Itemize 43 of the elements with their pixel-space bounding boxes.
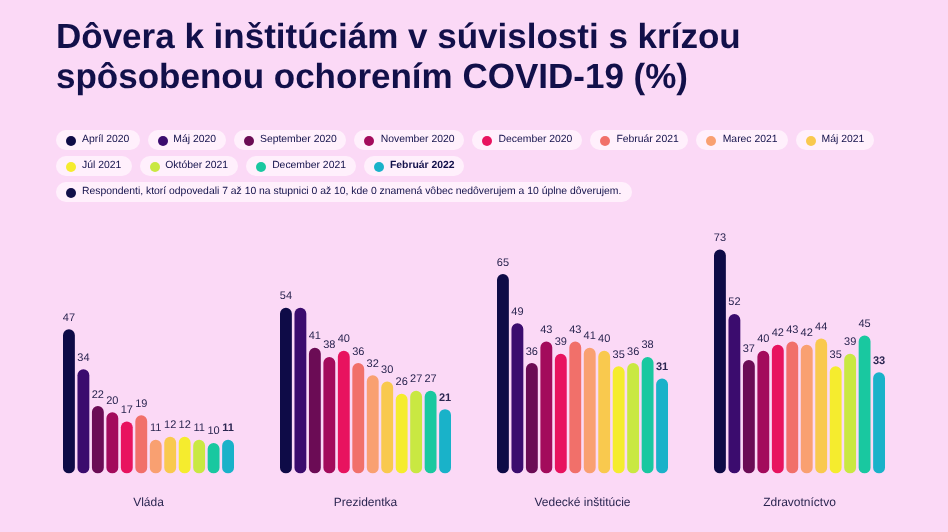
bar — [525, 363, 538, 474]
bar — [540, 341, 553, 474]
bar — [395, 393, 408, 474]
bar — [410, 390, 423, 474]
bar — [135, 415, 148, 474]
bar — [627, 363, 640, 474]
bar — [742, 360, 755, 474]
bar — [381, 381, 394, 474]
bar — [554, 353, 567, 474]
bar — [352, 363, 365, 474]
bar — [424, 390, 437, 474]
bar — [77, 369, 90, 474]
bar — [63, 329, 75, 474]
bar — [337, 350, 350, 474]
bar — [844, 353, 857, 474]
bar — [120, 421, 133, 474]
bar — [873, 372, 885, 474]
bar — [641, 356, 654, 474]
bar — [439, 409, 451, 474]
bar — [800, 344, 813, 474]
bar — [786, 341, 799, 474]
bar — [294, 307, 307, 474]
bar — [497, 274, 509, 474]
bar — [612, 366, 625, 474]
bar — [106, 412, 119, 474]
bar — [598, 350, 611, 474]
bar — [829, 366, 842, 474]
bar — [366, 375, 379, 474]
bar — [858, 335, 871, 474]
bar — [308, 347, 321, 474]
bar — [511, 323, 524, 474]
bar — [323, 356, 336, 474]
bar — [569, 341, 582, 474]
bar — [91, 406, 104, 474]
bar — [771, 344, 784, 474]
bar — [815, 338, 828, 474]
bar — [757, 350, 770, 474]
bar — [280, 307, 292, 474]
chart-title: Dôvera k inštitúciám v súvislosti s krízou spôsobenou ochorením COVID-19 (%) — [56, 16, 743, 96]
bar — [714, 249, 726, 474]
bar — [583, 347, 596, 474]
bar — [728, 313, 741, 474]
bar — [656, 378, 668, 474]
